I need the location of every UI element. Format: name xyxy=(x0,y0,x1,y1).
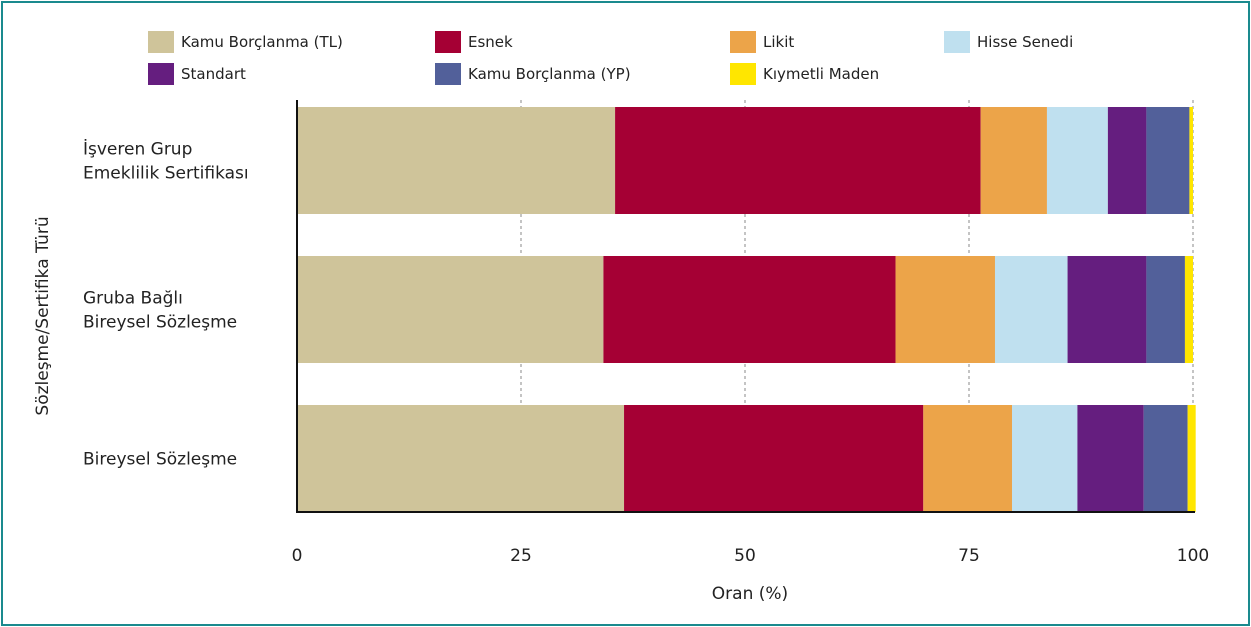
legend-swatch xyxy=(148,31,174,53)
legend-label: Hisse Senedi xyxy=(977,33,1073,51)
legend-swatch xyxy=(148,63,174,85)
bar-segment xyxy=(1012,405,1078,512)
x-tick-labels: 0 25 50 75 100 xyxy=(292,546,1210,566)
y-axis-title: Sözleşme/Sertifika Türü xyxy=(33,216,53,415)
bar-segment xyxy=(1046,107,1108,214)
bar-segment xyxy=(1184,256,1193,363)
x-axis-title: Oran (%) xyxy=(712,584,788,604)
bar-segment xyxy=(624,405,924,512)
legend-label: Standart xyxy=(181,65,246,83)
bar-segment xyxy=(603,256,896,363)
x-tick-label: 75 xyxy=(958,546,980,566)
bar-segment xyxy=(297,405,625,512)
category-label: Gruba Bağlı xyxy=(83,289,183,309)
bar-segment xyxy=(1107,107,1147,214)
bar-segment xyxy=(297,256,604,363)
category-label: Bireysel Sözleşme xyxy=(83,313,237,333)
legend-label: Kamu Borçlanma (YP) xyxy=(468,65,631,83)
legend-swatch xyxy=(730,63,756,85)
bars xyxy=(297,107,1196,512)
category-label: İşveren Grup xyxy=(83,139,192,160)
stacked-bar-chart: Kamu Borçlanma (TL) Esnek Likit Hisse Sened… xyxy=(33,31,1210,604)
category-label: Bireysel Sözleşme xyxy=(83,450,237,470)
bar-segment xyxy=(297,107,616,214)
x-tick-label: 25 xyxy=(510,546,532,566)
bar-segment xyxy=(1077,405,1144,512)
bar-segment xyxy=(895,256,995,363)
legend-swatch xyxy=(944,31,970,53)
x-tick-label: 100 xyxy=(1177,546,1209,566)
bar-segment xyxy=(1187,405,1196,512)
legend: Kamu Borçlanma (TL) Esnek Likit Hisse Sened… xyxy=(148,31,1073,85)
x-tick-label: 0 xyxy=(292,546,303,566)
category-label: Emeklilik Sertifikası xyxy=(83,164,249,184)
bar-segment xyxy=(980,107,1047,214)
x-tick-label: 50 xyxy=(734,546,756,566)
legend-swatch xyxy=(435,31,461,53)
legend-label: Kıymetli Maden xyxy=(763,65,879,83)
legend-label: Likit xyxy=(763,33,794,51)
bar-segment xyxy=(994,256,1068,363)
bar-segment xyxy=(1067,256,1147,363)
bar-segment xyxy=(1189,107,1193,214)
bar-segment xyxy=(1146,107,1190,214)
axes xyxy=(296,100,1195,513)
legend-label: Kamu Borçlanma (TL) xyxy=(181,33,343,51)
legend-label: Esnek xyxy=(468,33,513,51)
category-labels: İşveren Grup Emeklilik Sertifikası Gruba B… xyxy=(83,139,249,470)
legend-swatch xyxy=(435,63,461,85)
bar-segment xyxy=(923,405,1013,512)
legend-swatch xyxy=(730,31,756,53)
bar-segment xyxy=(1146,256,1185,363)
bar-segment xyxy=(615,107,981,214)
bar-segment xyxy=(1143,405,1188,512)
